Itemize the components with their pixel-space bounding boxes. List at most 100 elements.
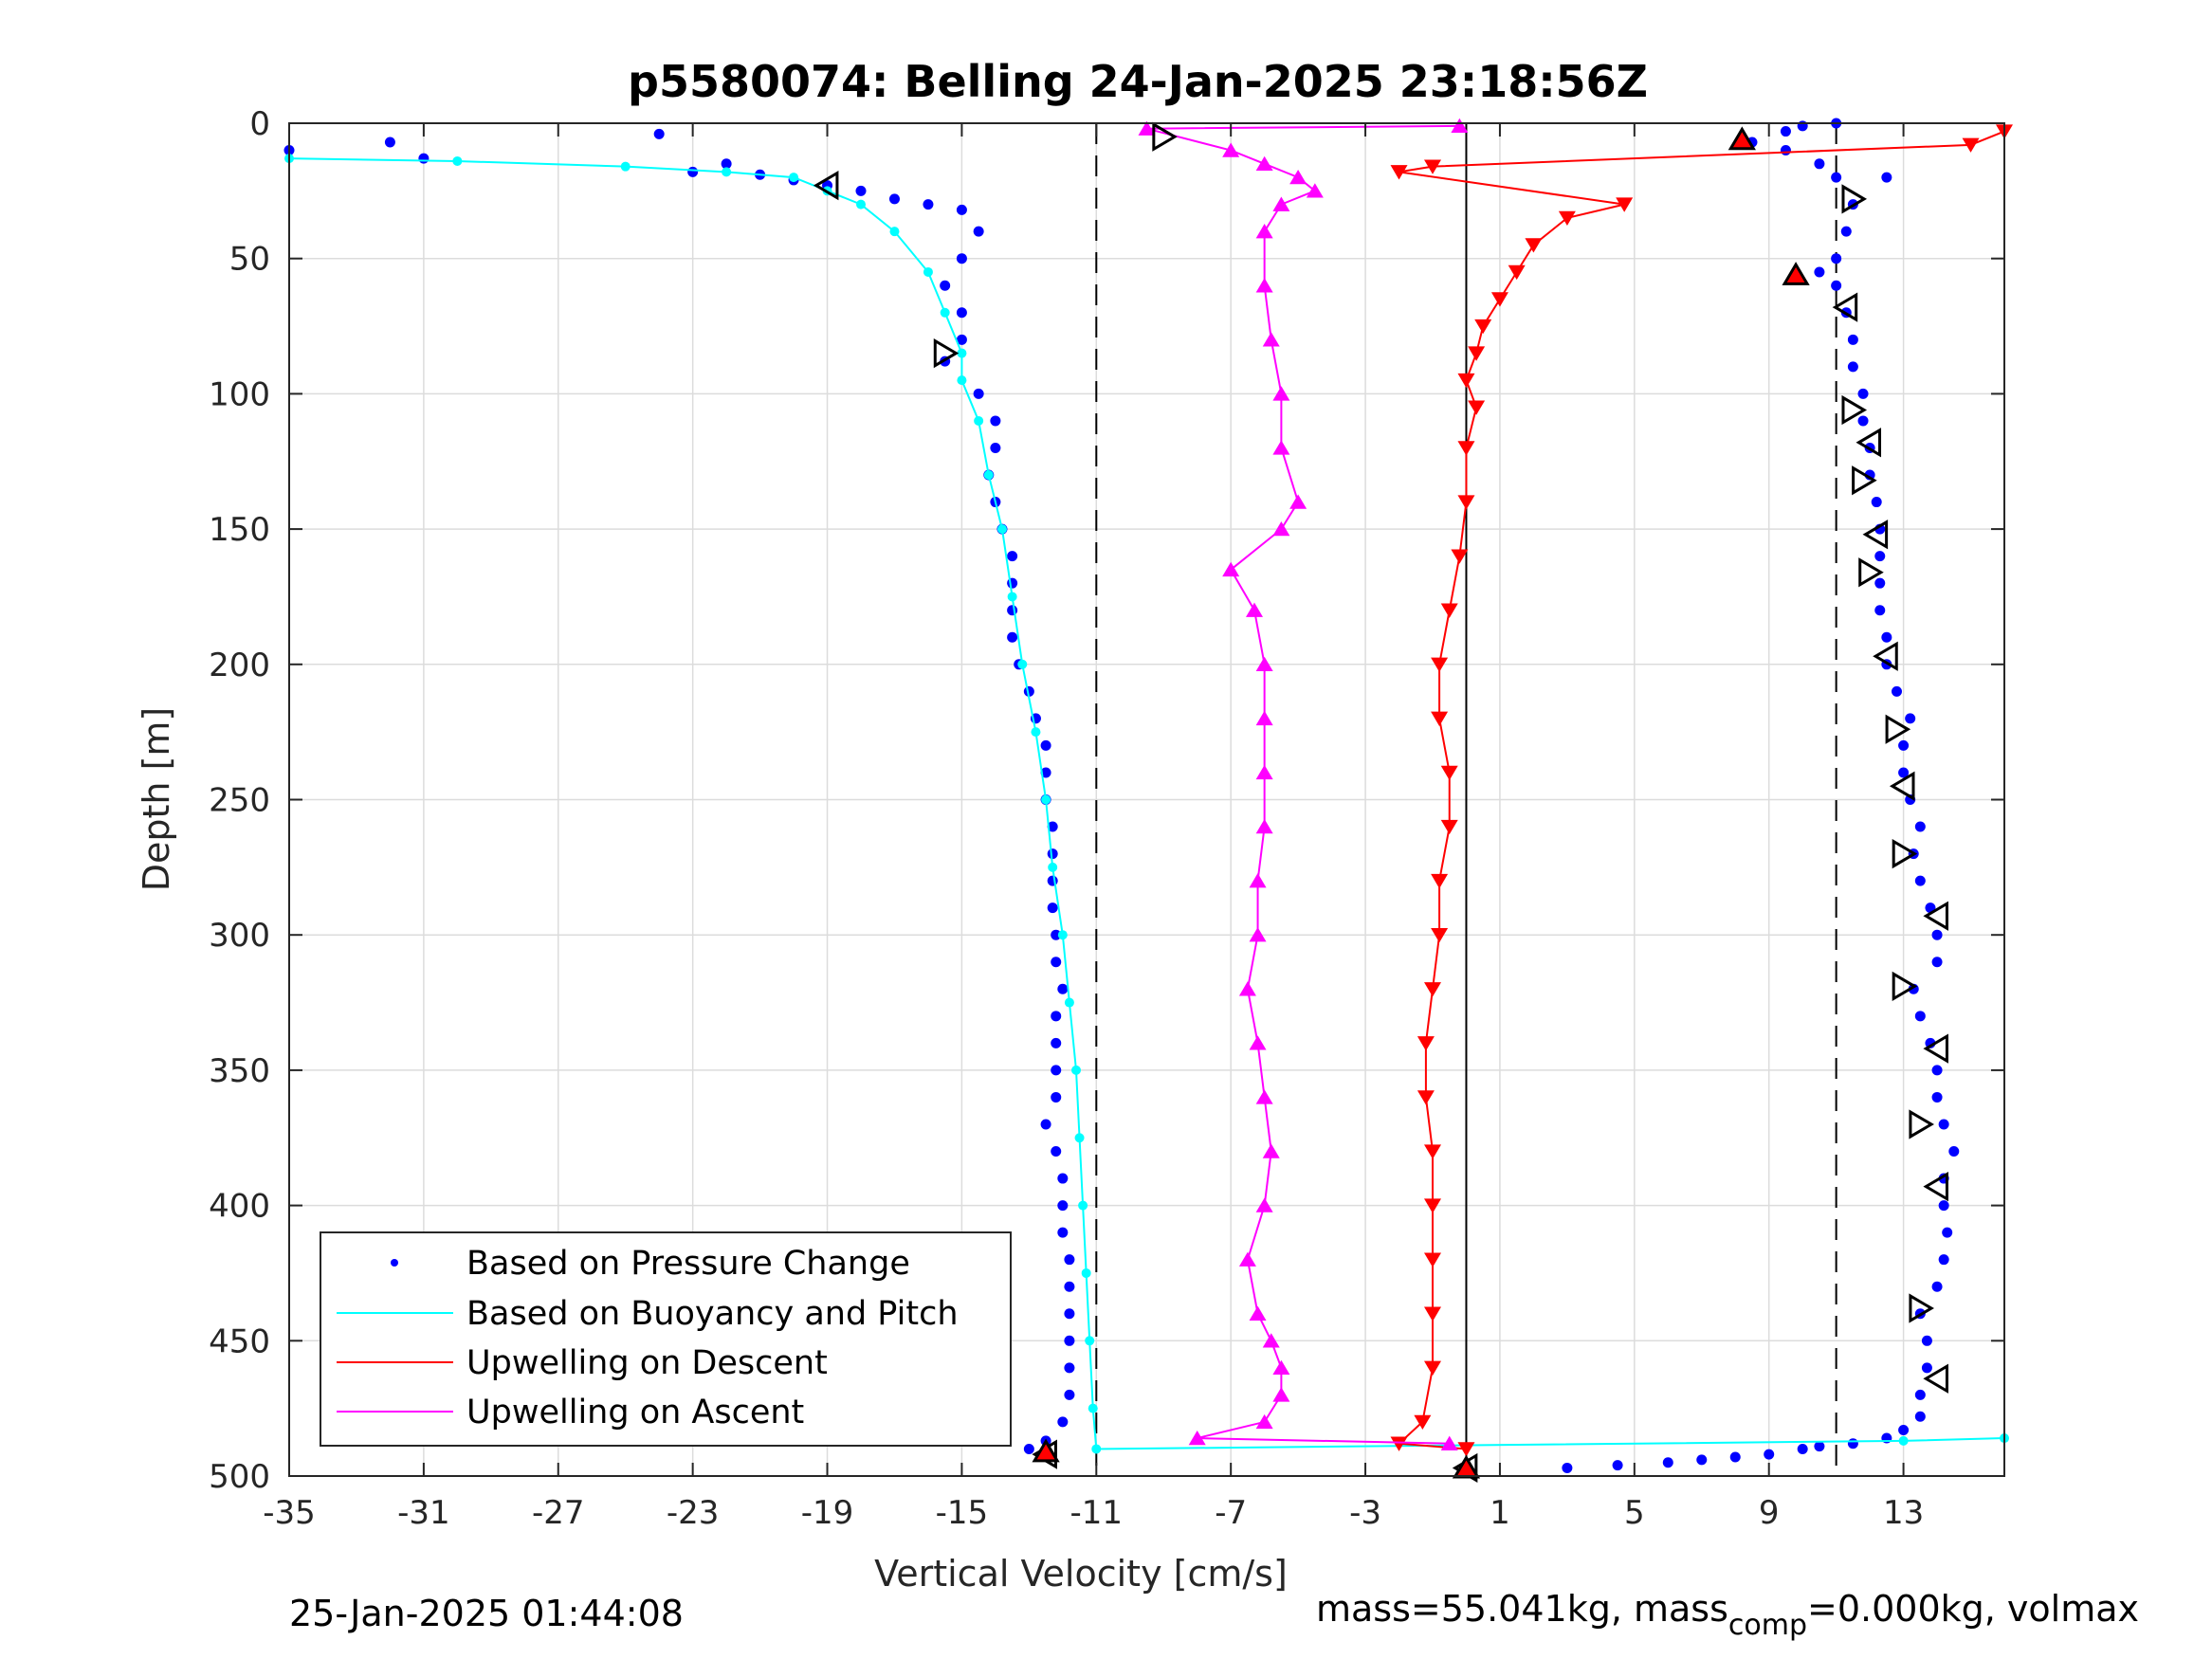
- data-point: [1074, 1133, 1085, 1143]
- data-point: [1898, 739, 1910, 751]
- data-point: [1729, 1451, 1741, 1463]
- data-point: [1558, 210, 1576, 226]
- data-point: [956, 307, 967, 319]
- data-point: [1051, 1091, 1062, 1103]
- data-point: [1780, 145, 1791, 156]
- data-point: [933, 337, 960, 369]
- data-point: [1440, 765, 1458, 781]
- data-point: [1040, 767, 1051, 778]
- data-point: [1085, 1336, 1095, 1346]
- data-point: [1797, 1443, 1808, 1454]
- data-point: [1064, 1308, 1075, 1320]
- data-point: [722, 167, 732, 177]
- data-point: [1272, 521, 1290, 537]
- data-point: [1238, 981, 1256, 996]
- legend-label-ascent: Upwelling on Ascent: [466, 1394, 804, 1431]
- legend: Based on Pressure Change Based on Buoyan…: [320, 1231, 1012, 1447]
- data-point: [1057, 1416, 1069, 1428]
- data-point: [1064, 1335, 1075, 1346]
- data-point: [1255, 818, 1273, 834]
- data-point: [1440, 1435, 1458, 1450]
- data-point: [1051, 1065, 1062, 1076]
- series-line: [1397, 130, 2005, 1450]
- x-tick-label: 9: [1759, 1494, 1780, 1532]
- data-point: [1923, 1363, 1948, 1394]
- data-point: [1440, 603, 1458, 618]
- data-point: [923, 199, 934, 210]
- data-point: [1262, 1333, 1280, 1348]
- data-point: [1764, 1449, 1775, 1460]
- data-point: [1891, 685, 1902, 697]
- x-tick-label: -15: [936, 1494, 989, 1532]
- series-group: [1138, 118, 1469, 1450]
- data-point: [1078, 1200, 1088, 1211]
- data-point: [1007, 551, 1018, 562]
- x-tick-label: 1: [1490, 1494, 1510, 1532]
- data-point: [1249, 1035, 1267, 1050]
- data-point: [1272, 1387, 1290, 1402]
- data-point: [1047, 875, 1058, 886]
- data-point: [1064, 1389, 1075, 1400]
- data-point: [1306, 183, 1324, 198]
- data-point: [1832, 292, 1858, 322]
- y-tick-label: 500: [209, 1458, 270, 1496]
- x-tick-label: -3: [1349, 1494, 1381, 1532]
- series-group: [1032, 126, 1810, 1479]
- data-point: [956, 253, 967, 264]
- data-point: [1440, 819, 1458, 835]
- series-layer: [283, 118, 2013, 1484]
- data-point: [1255, 1197, 1273, 1212]
- data-point: [1262, 332, 1280, 347]
- data-point: [974, 415, 984, 426]
- data-point: [1841, 184, 1868, 214]
- data-point: [1873, 641, 1898, 671]
- data-point: [1457, 441, 1475, 456]
- x-tick-label: -23: [667, 1494, 720, 1532]
- mass-subscript: comp: [1728, 1609, 1807, 1642]
- data-point: [1041, 794, 1051, 805]
- data-point: [990, 415, 1001, 427]
- data-point: [1017, 659, 1028, 669]
- data-point: [1272, 196, 1290, 211]
- data-point: [1909, 1293, 1934, 1323]
- data-point: [452, 155, 463, 166]
- y-tick-label: 300: [209, 917, 270, 955]
- data-point: [1525, 238, 1543, 253]
- data-point: [1457, 1442, 1475, 1457]
- data-point: [1255, 1413, 1273, 1430]
- data-point: [1057, 1200, 1069, 1212]
- data-point: [1931, 1065, 1943, 1076]
- data-point: [1424, 982, 1441, 997]
- mass-suffix: =0.000kg, volmax: [1807, 1588, 2139, 1630]
- data-point: [1289, 169, 1307, 185]
- data-point: [1051, 1011, 1062, 1022]
- data-point: [1612, 1460, 1623, 1471]
- x-tick-label: 5: [1624, 1494, 1645, 1532]
- data-point: [1847, 334, 1858, 345]
- data-point: [384, 137, 395, 148]
- data-point: [1057, 930, 1068, 940]
- data-point: [1057, 1227, 1069, 1238]
- y-tick-label: 50: [229, 241, 270, 279]
- data-point: [996, 524, 1007, 535]
- data-point: [1696, 1454, 1708, 1466]
- data-point: [1051, 1146, 1062, 1158]
- chart-title: p5580074: Belling 24-Jan-2025 23:18:56Z: [628, 56, 1648, 107]
- data-point: [973, 388, 984, 399]
- data-point: [1138, 120, 1156, 136]
- data-point: [1874, 605, 1886, 616]
- data-point: [1249, 1305, 1267, 1321]
- data-point: [1457, 373, 1475, 389]
- data-point: [1032, 1438, 1060, 1463]
- data-point: [1938, 1119, 1949, 1130]
- data-point: [1856, 428, 1882, 458]
- data-point: [1272, 1359, 1290, 1376]
- data-point: [1048, 862, 1058, 872]
- data-point: [1390, 165, 1408, 180]
- data-point: [687, 166, 699, 177]
- data-point: [1831, 253, 1842, 264]
- data-point: [1249, 873, 1267, 888]
- data-point: [1474, 319, 1492, 335]
- data-point: [957, 375, 967, 386]
